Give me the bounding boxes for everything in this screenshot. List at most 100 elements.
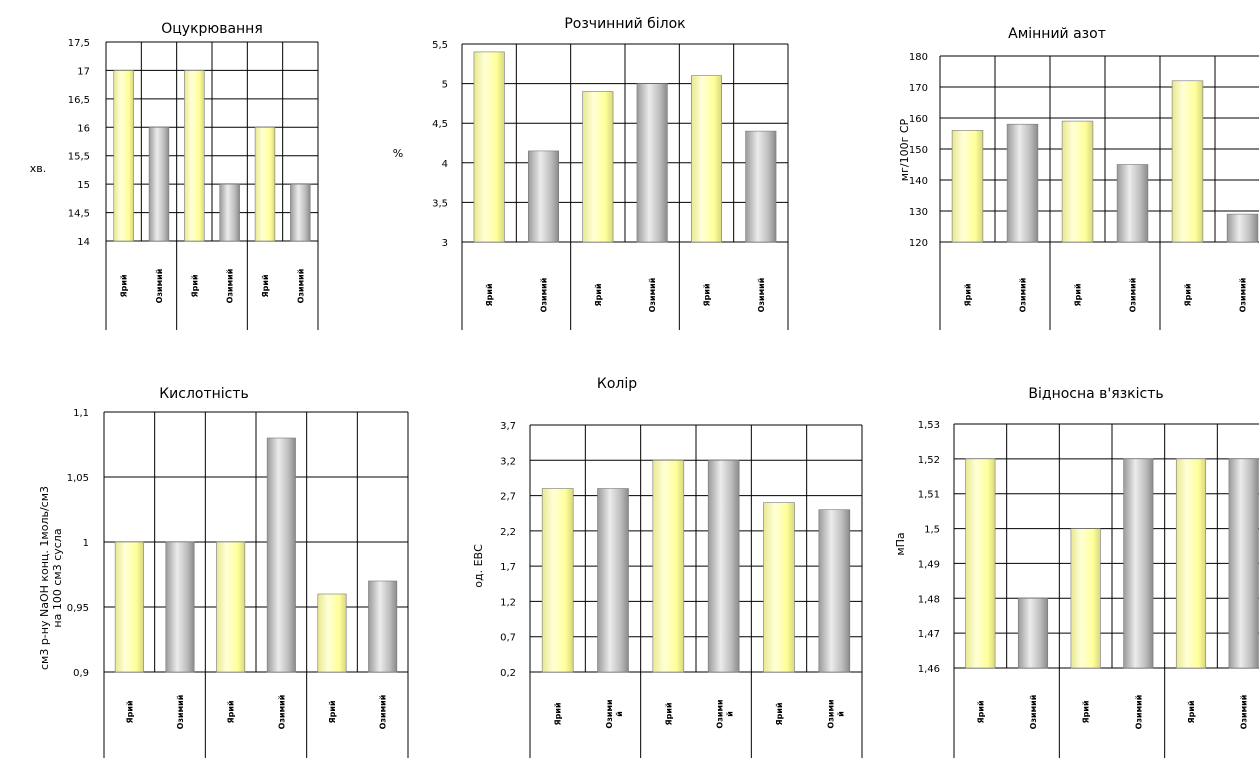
category-label: Ярий bbox=[328, 700, 337, 723]
bar-2 bbox=[597, 488, 629, 673]
category-label: Озимий bbox=[1134, 695, 1143, 730]
category-label: Ярий bbox=[964, 283, 973, 306]
category-label: Ярий bbox=[664, 702, 673, 725]
bar-4 bbox=[707, 459, 740, 673]
bar-4 bbox=[1116, 164, 1149, 243]
bar-3 bbox=[184, 70, 205, 242]
y-tick-label: 14,5 bbox=[68, 209, 90, 220]
y-tick-label: 1,53 bbox=[918, 420, 940, 431]
y-tick-label: 1,1 bbox=[73, 408, 89, 419]
y-tick-label: 16 bbox=[77, 123, 90, 134]
y-tick-label: 2,2 bbox=[500, 527, 516, 538]
bar-4 bbox=[266, 437, 296, 673]
bar-1 bbox=[114, 541, 144, 673]
chart-4: Кислотність см3 р-ну NaOH конц. 1моль/см3… bbox=[38, 386, 409, 758]
bar-3 bbox=[1070, 528, 1101, 669]
category-label: Озимий bbox=[605, 699, 624, 728]
y-tick-label: 1 bbox=[83, 538, 89, 549]
category-label: Ярий bbox=[190, 274, 199, 297]
y-tick-label: 17,5 bbox=[68, 38, 90, 49]
bar-5 bbox=[317, 593, 347, 673]
y-axis-label: % bbox=[393, 147, 403, 160]
bar-5 bbox=[690, 75, 723, 243]
bar-3 bbox=[216, 541, 246, 673]
y-axis-label: мПа bbox=[894, 532, 907, 555]
y-tick-label: 1,05 bbox=[67, 473, 89, 484]
y-tick-label: 2,7 bbox=[500, 492, 516, 503]
category-label: Озимий bbox=[296, 269, 305, 304]
chart-1: Оцукрювання хв. 17,5 17 16,5 16 15,5 15 14,5 14 Яр… bbox=[30, 21, 319, 330]
bar-6 bbox=[745, 130, 777, 243]
category-label: Озимий bbox=[1029, 695, 1038, 730]
category-label: Ярий bbox=[227, 700, 236, 723]
y-tick-label: 16,5 bbox=[68, 95, 90, 106]
category-label: Ярий bbox=[703, 283, 712, 306]
y-tick-label: 120 bbox=[909, 238, 928, 249]
category-label: Озимий bbox=[1239, 278, 1248, 313]
y-tick-label: 15,5 bbox=[68, 152, 90, 163]
y-tick-label: 1,5 bbox=[924, 525, 940, 536]
y-tick-label: 4,5 bbox=[432, 119, 448, 130]
chart-title: Оцукрювання bbox=[161, 21, 263, 37]
category-label: Ярий bbox=[554, 702, 563, 725]
y-axis-label: мг/100г СР bbox=[898, 118, 911, 181]
category-label: Ярий bbox=[1074, 283, 1083, 306]
bar-3 bbox=[652, 459, 685, 673]
chart-title: Амінний азот bbox=[1008, 26, 1106, 42]
y-tick-label: 1,48 bbox=[918, 594, 940, 605]
y-tick-label: 0,7 bbox=[500, 633, 516, 644]
y-tick-label: 17 bbox=[77, 66, 90, 77]
category-label: Озимий bbox=[757, 278, 766, 313]
chart-3: Амінний азот мг/100г СР 180 170 160 150 140 130… bbox=[898, 26, 1259, 330]
y-tick-label: 1,52 bbox=[918, 455, 940, 466]
category-label: Ярий bbox=[120, 274, 129, 297]
bar-5 bbox=[763, 502, 795, 673]
category-label: Ярий bbox=[1082, 700, 1091, 723]
y-tick-label: 5 bbox=[442, 80, 448, 91]
bar-1 bbox=[473, 51, 505, 243]
category-label: Озимий bbox=[540, 278, 549, 313]
bar-1 bbox=[113, 70, 134, 242]
bar-2 bbox=[148, 126, 170, 242]
category-label: Озимий bbox=[648, 278, 657, 313]
category-label: Озимий bbox=[379, 695, 388, 730]
category-label: Ярий bbox=[976, 700, 985, 723]
bar-4 bbox=[219, 183, 240, 242]
y-tick-label: 1,51 bbox=[918, 490, 940, 501]
bar-2 bbox=[1017, 597, 1049, 669]
y-tick-label: 15 bbox=[77, 180, 90, 191]
y-tick-label: 1,49 bbox=[918, 559, 940, 570]
y-tick-label: 4 bbox=[442, 159, 448, 170]
bar-2 bbox=[1006, 123, 1039, 243]
category-label: Озимий bbox=[277, 695, 286, 730]
y-tick-label: 3,7 bbox=[500, 421, 516, 432]
category-label: Озимий bbox=[155, 269, 164, 304]
bar-4 bbox=[636, 83, 668, 243]
bar-5 bbox=[1171, 80, 1204, 243]
y-tick-label: 1,46 bbox=[918, 664, 940, 675]
bar-5 bbox=[1175, 458, 1207, 669]
bar-6 bbox=[818, 509, 851, 673]
y-tick-label: 3 bbox=[442, 238, 448, 249]
category-label: Ярий bbox=[1187, 700, 1196, 723]
y-axis-label: хв. bbox=[30, 162, 47, 175]
chart-title: Відносна в'язкість bbox=[1028, 386, 1163, 402]
bar-6 bbox=[290, 183, 311, 242]
y-tick-label: 160 bbox=[909, 114, 928, 125]
category-label: Ярий bbox=[775, 702, 784, 725]
category-label: Озимий bbox=[826, 699, 845, 728]
y-axis-label: од. ЕВС bbox=[472, 544, 485, 588]
chart-2: Розчинний білок% 5,5 5 4,5 4 3,5 3 Ярий Озимий Яр… bbox=[393, 16, 789, 330]
bar-6 bbox=[368, 580, 398, 673]
category-label: Озимий bbox=[1019, 278, 1028, 313]
category-label: Озимий bbox=[716, 699, 735, 728]
chart-6: Відносна в'язкість мПа 1,53 1,52 1,51 1,5 1,49… bbox=[894, 386, 1259, 758]
y-tick-label: 170 bbox=[909, 83, 928, 94]
bar-4 bbox=[1123, 458, 1154, 669]
category-label: Ярий bbox=[125, 700, 134, 723]
bar-6 bbox=[1228, 458, 1259, 669]
y-tick-label: 180 bbox=[909, 52, 928, 63]
bar-1 bbox=[951, 130, 984, 243]
bar-3 bbox=[1061, 120, 1094, 243]
